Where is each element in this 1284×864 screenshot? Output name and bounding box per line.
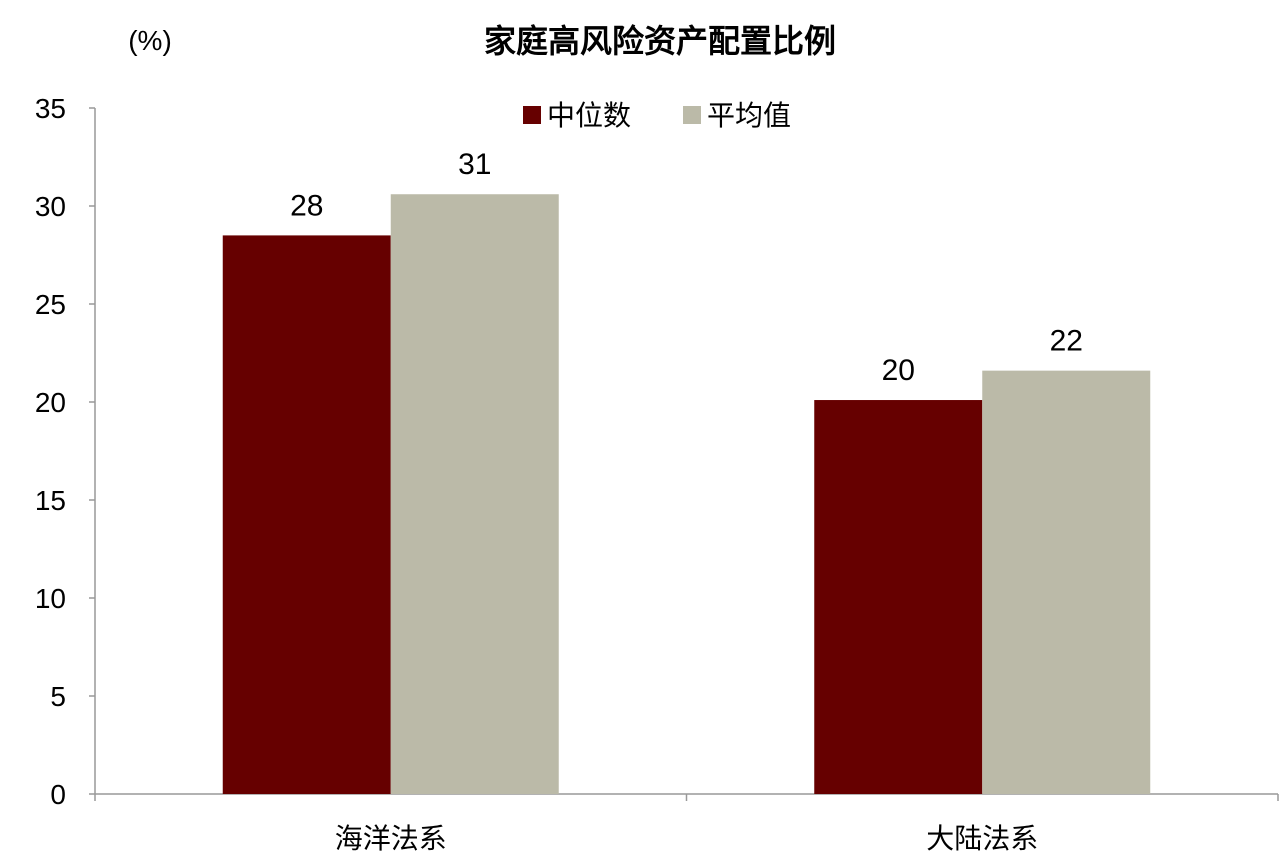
x-tick-label: 海洋法系: [335, 823, 447, 854]
legend-label: 中位数: [547, 100, 631, 131]
y-axis-unit: (%): [128, 25, 172, 56]
y-tick-label: 10: [35, 583, 66, 614]
data-label: 31: [458, 148, 491, 181]
legend-swatch: [683, 106, 701, 124]
bar-median: [814, 400, 983, 794]
legend-label: 平均值: [707, 100, 791, 131]
chart-title: 家庭高风险资产配置比例: [484, 23, 836, 59]
y-tick-label: 5: [50, 681, 66, 712]
bar-mean: [982, 370, 1151, 794]
data-label: 28: [290, 189, 323, 222]
y-tick-label: 15: [35, 485, 66, 516]
y-tick-label: 0: [50, 779, 66, 810]
data-label: 22: [1050, 325, 1083, 358]
x-tick-label: 大陆法系: [926, 823, 1038, 854]
y-tick-label: 25: [35, 289, 66, 320]
bar-mean: [390, 194, 559, 795]
legend-swatch: [523, 106, 541, 124]
bar-median: [222, 235, 391, 794]
y-tick-label: 35: [35, 93, 66, 124]
y-tick-label: 20: [35, 387, 66, 418]
y-tick-label: 30: [35, 191, 66, 222]
data-label: 20: [882, 354, 915, 387]
